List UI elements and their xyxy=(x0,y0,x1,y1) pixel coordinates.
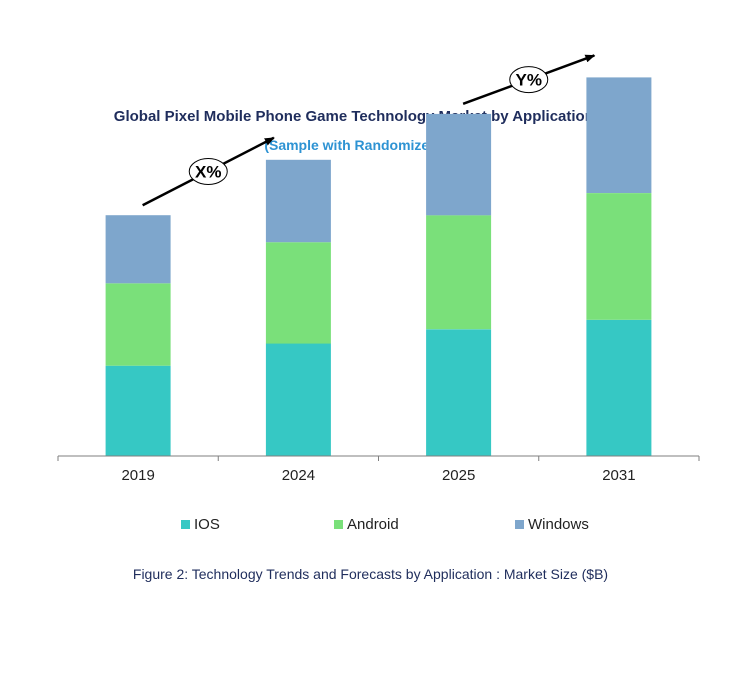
chart-title: Global Pixel Mobile Phone Game Technolog… xyxy=(113,108,628,125)
bar-android-2024 xyxy=(265,242,331,344)
legend-item-android: Android xyxy=(334,516,399,533)
legend-swatch-android xyxy=(334,520,343,529)
x-tick-label-2031: 2031 xyxy=(602,467,635,484)
bar-android-2025 xyxy=(426,215,492,330)
growth-label-2: Y% xyxy=(516,71,542,90)
legend-item-ios: IOS xyxy=(181,516,220,533)
bar-windows-2019 xyxy=(105,215,171,284)
growth-bubble-2 xyxy=(509,66,549,94)
x-tick-label-2019: 2019 xyxy=(121,467,154,484)
legend-swatch-ios xyxy=(181,520,190,529)
bar-ios-2024 xyxy=(265,343,331,456)
bar-windows-2024 xyxy=(265,159,331,243)
bar-windows-2025 xyxy=(426,113,492,216)
bar-ios-2019 xyxy=(105,365,171,456)
chart-legend: IOS Android Windows xyxy=(0,516,741,536)
legend-label-windows: Windows xyxy=(528,516,589,533)
legend-item-windows: Windows xyxy=(515,516,589,533)
bar-ios-2025 xyxy=(426,329,492,456)
bar-android-2031 xyxy=(586,193,652,320)
legend-label-ios: IOS xyxy=(194,516,220,533)
x-tick-label-2025: 2025 xyxy=(442,467,475,484)
chart-subtitle: (Sample with Randomized Data) xyxy=(264,137,477,153)
growth-label-1: X% xyxy=(195,163,221,182)
bar-windows-2031 xyxy=(586,77,652,193)
growth-bubble-1 xyxy=(188,158,228,186)
bar-android-2019 xyxy=(105,283,171,366)
figure-caption: Figure 2: Technology Trends and Forecast… xyxy=(132,566,609,582)
bar-ios-2031 xyxy=(586,319,652,456)
x-tick-label-2024: 2024 xyxy=(282,467,315,484)
legend-label-android: Android xyxy=(347,516,399,533)
legend-swatch-windows xyxy=(515,520,524,529)
